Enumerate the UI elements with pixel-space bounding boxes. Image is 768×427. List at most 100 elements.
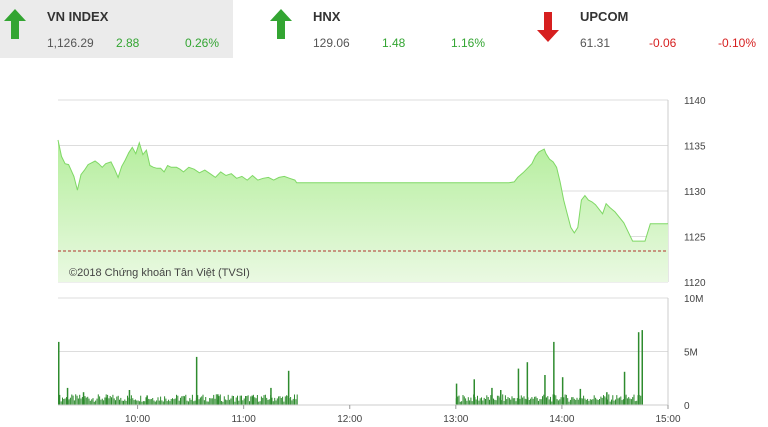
volume-bar [77,398,79,405]
volume-bar [512,398,514,405]
volume-bar [283,401,285,405]
volume-bar [217,394,219,405]
volume-bar [154,401,156,405]
volume-bar [507,397,509,405]
volume-bar [471,401,473,405]
volume-bar [479,398,481,405]
volume-bar [282,396,284,405]
volume-bar [530,398,532,405]
volume-bar [457,396,459,405]
volume-bar [88,398,90,405]
volume-bar [202,394,204,405]
volume-bar [96,398,98,405]
volume-bar [197,395,199,405]
volume-bar [161,400,163,405]
volume-bar [231,395,233,405]
volume-bar [284,396,286,405]
volume-bar [548,399,550,405]
volume-bar [584,398,586,405]
volume-bar [214,398,216,405]
volume-bar [290,397,292,405]
volume-bar [100,399,102,405]
volume-bar [195,356,198,405]
volume-bar [514,398,516,405]
volume-bar [630,399,632,405]
volume-bar [522,397,524,405]
volume-bar [279,396,281,405]
volume-bar [58,341,60,405]
volume-bar [93,401,95,405]
volume-bar [89,400,91,405]
volume-bar [127,395,128,405]
volume-bar [160,396,162,405]
x-tick-label: 11:00 [232,414,257,425]
volume-bar [557,400,559,405]
volume-bar [103,400,105,405]
volume-bar [256,395,258,405]
volume-bar [268,399,270,405]
volume-bar [133,400,135,405]
volume-bar [152,398,154,405]
volume-bar [551,401,553,405]
volume-bar [491,387,493,405]
volume-bar [585,399,587,405]
volume-bar [272,401,274,405]
volume-bar [470,397,472,405]
volume-bar [503,400,505,405]
volume-bar [237,395,238,405]
volume-bar [623,371,626,405]
ticker-value: 61.31 [580,36,611,50]
volume-bar [185,394,187,405]
volume-bar [483,397,485,405]
volume-bar [168,399,170,405]
volume-bar [482,400,484,405]
volume-bar [112,394,114,405]
volume-bar [157,397,159,405]
volume-bar [251,395,253,405]
price-area [58,140,668,282]
volume-bar [193,401,195,405]
ticker-percent: 0.26% [185,36,220,50]
volume-bar [76,395,78,405]
volume-bar [116,396,118,405]
volume-bar [107,394,109,405]
volume-bar [608,394,610,405]
volume-bar [164,396,166,405]
volume-bar [564,394,566,405]
volume-bar [565,394,567,405]
volume-bar [72,395,74,405]
ticker-vnindex[interactable]: VN INDEX 1,126.29 2.88 0.26% [0,0,233,58]
volume-bar [546,397,547,405]
volume-bar [108,398,110,405]
volume-bar [64,398,66,405]
volume-bar [473,379,475,405]
ticker-percent: 1.16% [451,36,486,50]
volume-bar [97,394,99,405]
price-line [57,139,668,242]
price-tick-label: 1120 [684,278,706,289]
volume-bar [136,400,138,405]
x-tick-label: 14:00 [549,414,574,425]
volume-bar [613,400,615,405]
volume-bar [633,394,635,405]
volume-bar [184,396,185,405]
volume-bar [555,395,557,405]
volume-bar [553,341,555,405]
volume-bar [455,383,458,405]
ticker-hnx[interactable]: HNX 129.06 1.48 1.16% [266,0,499,58]
volume-bar [478,400,480,405]
volume-bar [207,401,209,405]
ticker-upcom[interactable]: UPCOM 61.31 -0.06 -0.10% [533,0,768,58]
volume-bar [234,401,236,405]
volume-bar [270,387,272,405]
ticker-change: -0.06 [649,36,677,50]
volume-bar [115,400,116,405]
volume-bar [258,401,260,405]
volume-bar [203,400,205,405]
price-tick-label: 1140 [684,96,706,107]
volume-bar [287,370,290,405]
volume-bar [223,396,225,405]
volume-bar [591,399,593,405]
volume-bar [571,397,573,405]
volume-bar [291,400,293,405]
